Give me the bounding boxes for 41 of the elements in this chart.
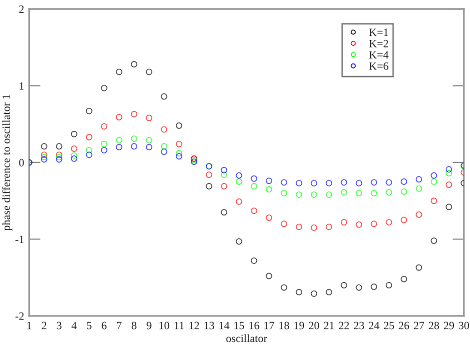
- x-tick-label: 5: [86, 322, 92, 330]
- legend-label: K=6: [369, 62, 388, 70]
- x-tick-label: 2: [42, 322, 46, 330]
- x-tick-label: 15: [234, 322, 244, 330]
- x-tick-label: 28: [428, 322, 440, 330]
- legend-label: K=1: [369, 28, 388, 36]
- x-tick-label: 10: [159, 322, 170, 330]
- x-tick-label: 25: [384, 322, 394, 330]
- x-tick-label: 14: [219, 322, 230, 330]
- x-tick-label: 13: [204, 322, 214, 330]
- x-tick-label: 3: [56, 322, 62, 330]
- y-tick-label: 0: [19, 158, 24, 166]
- y-tick-label: -2: [15, 312, 24, 320]
- x-tick-label: 18: [279, 322, 290, 330]
- y-tick-label: -1: [15, 236, 24, 244]
- x-tick-label: 8: [132, 322, 136, 330]
- x-tick-label: 1: [27, 322, 32, 330]
- x-tick-label: 7: [117, 322, 122, 330]
- x-tick-label: 16: [249, 322, 260, 330]
- x-tick-label: 11: [174, 322, 184, 330]
- x-tick-label: 9: [146, 322, 152, 330]
- legend-label: K=2: [369, 40, 388, 48]
- x-axis-title: oscillator: [226, 334, 268, 342]
- x-tick-label: 22: [338, 322, 349, 330]
- x-tick-label: 23: [354, 322, 364, 330]
- x-tick-label: 24: [368, 322, 380, 330]
- x-tick-label: 21: [324, 322, 334, 330]
- x-tick-label: 30: [458, 322, 470, 330]
- x-tick-label: 26: [398, 322, 410, 330]
- x-tick-label: 19: [294, 322, 304, 330]
- x-tick-label: 6: [102, 322, 107, 330]
- x-tick-label: 29: [444, 322, 454, 330]
- y-axis-title: phase difference to oscillator 1: [2, 94, 12, 231]
- y-tick-label: 2: [19, 5, 24, 13]
- x-tick-label: 12: [189, 322, 199, 330]
- x-tick-label: 17: [264, 322, 274, 330]
- x-tick-label: 20: [308, 322, 320, 330]
- x-tick-label: 27: [414, 322, 424, 330]
- legend-label: K=4: [369, 51, 389, 58]
- x-tick-label: 4: [72, 322, 77, 330]
- y-tick-label: 1: [20, 82, 24, 90]
